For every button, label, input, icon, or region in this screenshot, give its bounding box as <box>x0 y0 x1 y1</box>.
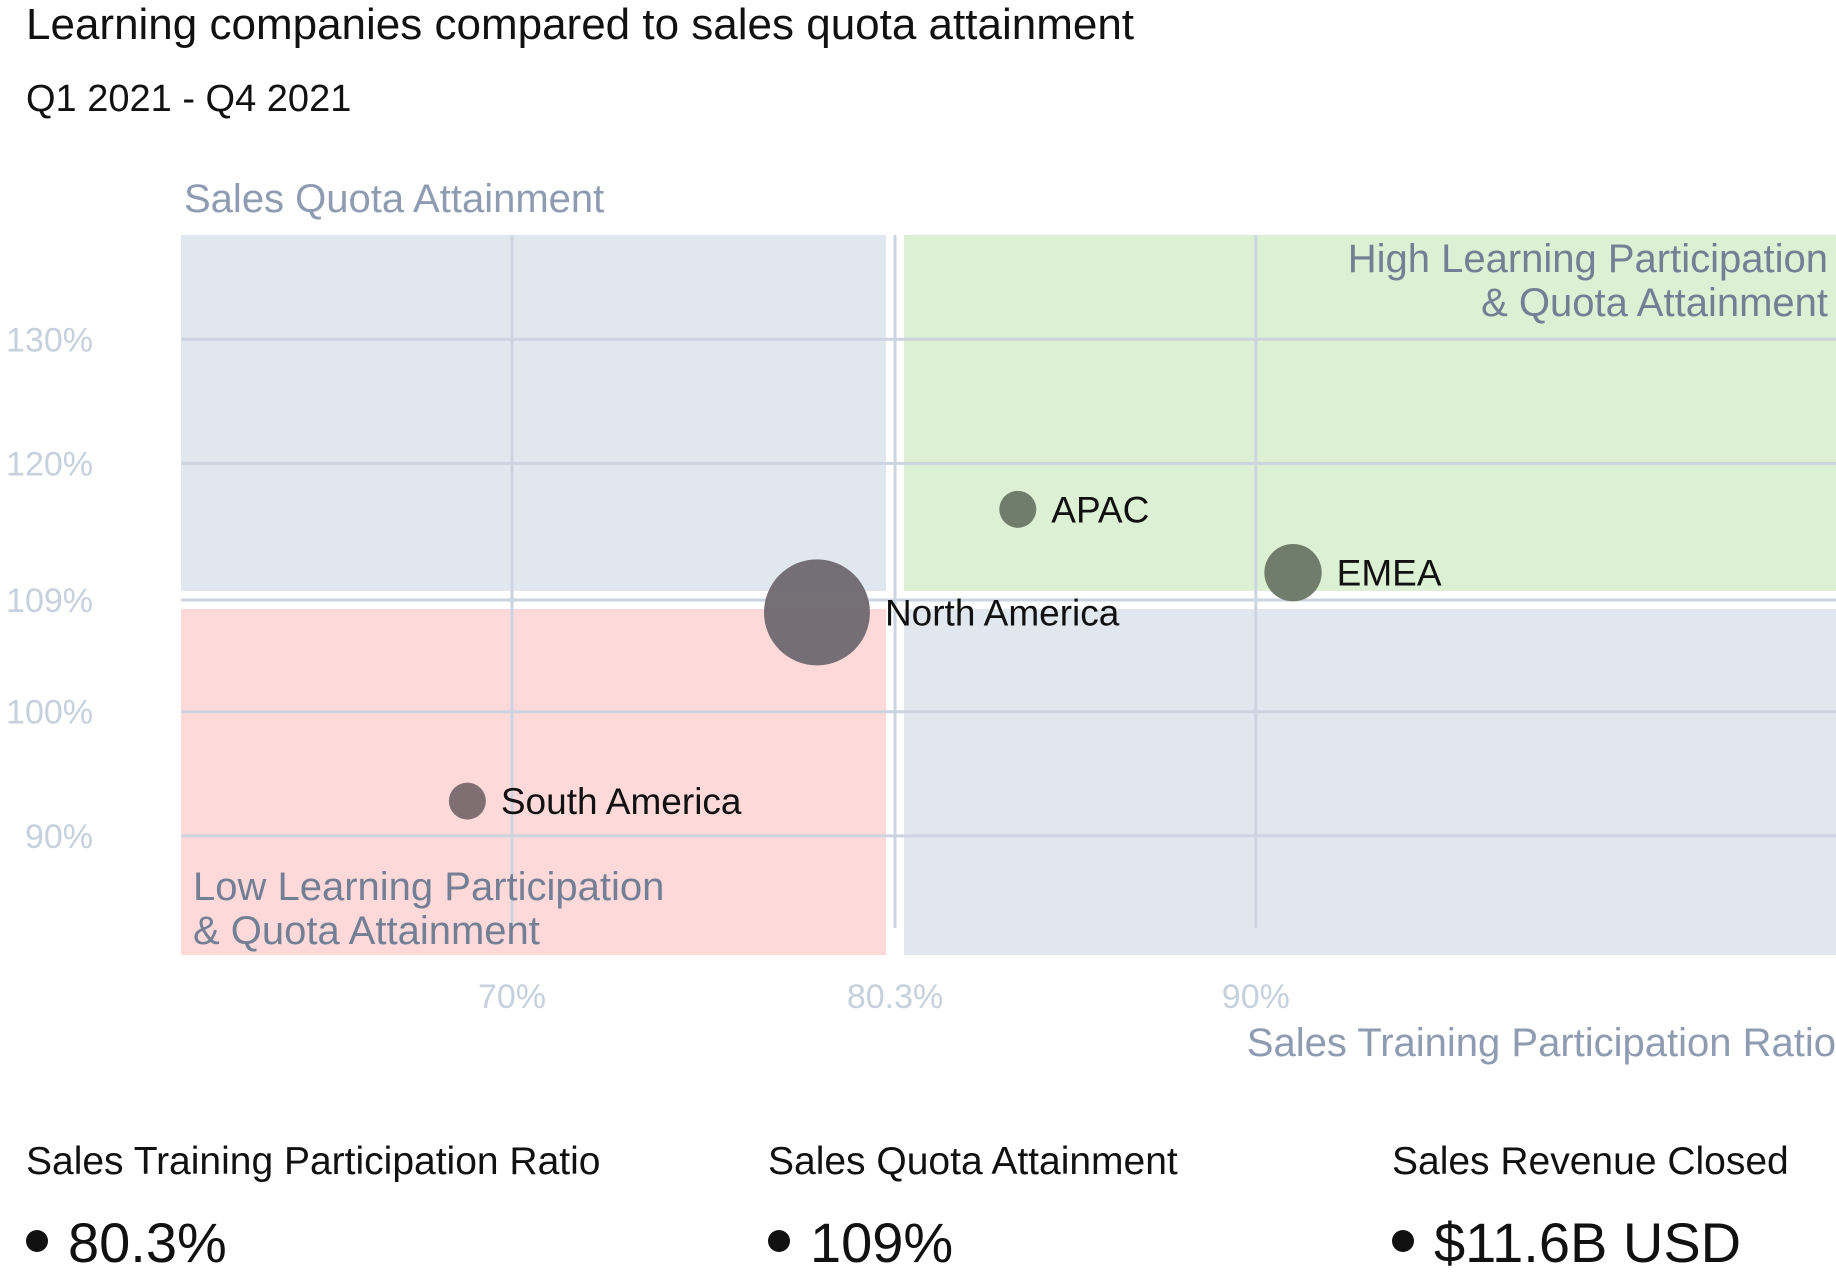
stat-quota-number: 109% <box>810 1211 954 1274</box>
x-axis-label: Sales Training Participation Ratio <box>1247 1021 1836 1065</box>
bubble-label-apac: APAC <box>1051 489 1149 530</box>
y-tick-label: 120% <box>6 445 93 483</box>
bullet-icon <box>768 1230 790 1253</box>
bullet-icon <box>1392 1230 1414 1253</box>
stat-quota-label: Sales Quota Attainment <box>768 1140 1178 1183</box>
stat-revenue-value: $11.6B USD <box>1392 1210 1789 1275</box>
stat-quota: Sales Quota Attainment 109% <box>768 1140 1178 1275</box>
x-tick-label: 90% <box>1222 978 1290 1016</box>
bubble-label-south-america: South America <box>501 781 742 822</box>
bubble-label-north-america: North America <box>885 592 1120 633</box>
stat-participation-value: 80.3% <box>26 1210 600 1275</box>
quadrant-top-right <box>904 235 1836 591</box>
x-tick-label: 80.3% <box>847 978 943 1016</box>
bubble-label-emea: EMEA <box>1337 553 1442 594</box>
quadrant-bubble-chart: 130% 120% 109% 100% 90% 70% 80.3% 90% Sales Quot… <box>6 177 1836 1065</box>
quadrant-bottom-left <box>181 608 887 955</box>
x-tick-label: 70% <box>478 978 546 1016</box>
stat-revenue: Sales Revenue Closed $11.6B USD <box>1392 1140 1789 1275</box>
quadrant-bottom-right <box>904 608 1836 955</box>
quadrant-label-high: & Quota Attainment <box>1481 281 1828 325</box>
bubble-south-america <box>448 782 486 820</box>
quadrant-top-left <box>181 235 887 591</box>
bubble-emea <box>1264 543 1322 602</box>
stat-participation-number: 80.3% <box>68 1211 227 1274</box>
chart-subtitle: Q1 2021 - Q4 2021 <box>26 78 352 120</box>
stat-participation: Sales Training Participation Ratio 80.3% <box>26 1140 600 1275</box>
quadrant-label-low: & Quota Attainment <box>193 909 540 953</box>
y-tick-label: 130% <box>6 321 93 359</box>
y-tick-label: 109% <box>6 582 93 620</box>
y-tick-label: 90% <box>25 818 93 856</box>
chart-title: Learning companies compared to sales quo… <box>26 0 1135 49</box>
bullet-icon <box>26 1230 48 1253</box>
quadrant-label-low: Low Learning Participation <box>193 865 664 909</box>
quadrant-label-high: High Learning Participation <box>1348 237 1828 281</box>
bubble-north-america <box>763 559 870 666</box>
bubble-apac <box>999 490 1037 528</box>
y-tick-label: 100% <box>6 694 93 732</box>
stat-revenue-label: Sales Revenue Closed <box>1392 1140 1789 1183</box>
stat-participation-label: Sales Training Participation Ratio <box>26 1140 601 1183</box>
y-axis-label: Sales Quota Attainment <box>184 177 604 221</box>
stat-quota-value: 109% <box>768 1210 1178 1275</box>
stat-revenue-number: $11.6B USD <box>1434 1211 1742 1274</box>
